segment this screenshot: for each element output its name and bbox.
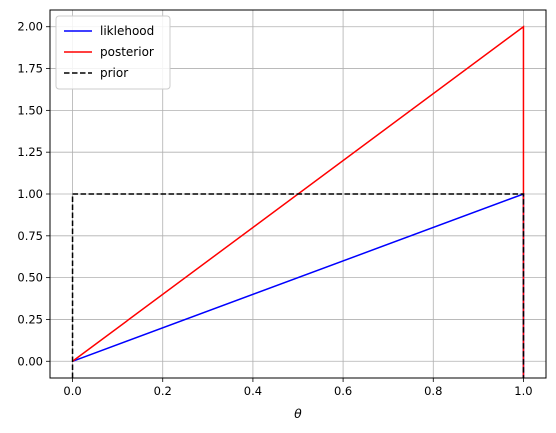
legend-label: liklehood (100, 24, 154, 38)
y-tick-label: 1.25 (17, 145, 43, 159)
y-tick-label: 2.00 (17, 20, 43, 34)
y-tick-label: 0.75 (17, 229, 43, 243)
y-tick-label: 0.00 (17, 354, 43, 368)
legend-label: posterior (100, 45, 154, 59)
y-tick-label: 1.50 (17, 103, 43, 117)
x-tick-label: 1.0 (514, 384, 532, 398)
series-line-prior (71, 193, 525, 378)
y-tick-label: 0.50 (17, 271, 43, 285)
x-tick-label: 0.4 (244, 384, 262, 398)
y-tick-label: 1.75 (17, 62, 43, 76)
series-layer (71, 25, 525, 378)
legend-label: prior (100, 66, 128, 80)
legend-box (55, 15, 171, 90)
x-tick-label: 0.2 (154, 384, 172, 398)
x-tick-label: 0.0 (63, 384, 81, 398)
x-axis-label: θ (294, 406, 302, 421)
x-axis: 0.0 0.2 0.4 0.6 0.8 1.0 (63, 378, 533, 398)
y-axis: 0.00 0.25 0.50 0.75 1.00 1.25 1.50 1.75 2.00 (17, 20, 50, 368)
series-line-posterior (72, 25, 525, 378)
x-tick-label: 0.6 (334, 384, 352, 398)
x-tick-label: 0.8 (424, 384, 442, 398)
y-tick-label: 0.25 (17, 312, 43, 326)
legend: liklehood posterior prior (55, 15, 171, 90)
y-tick-label: 1.00 (17, 187, 43, 201)
